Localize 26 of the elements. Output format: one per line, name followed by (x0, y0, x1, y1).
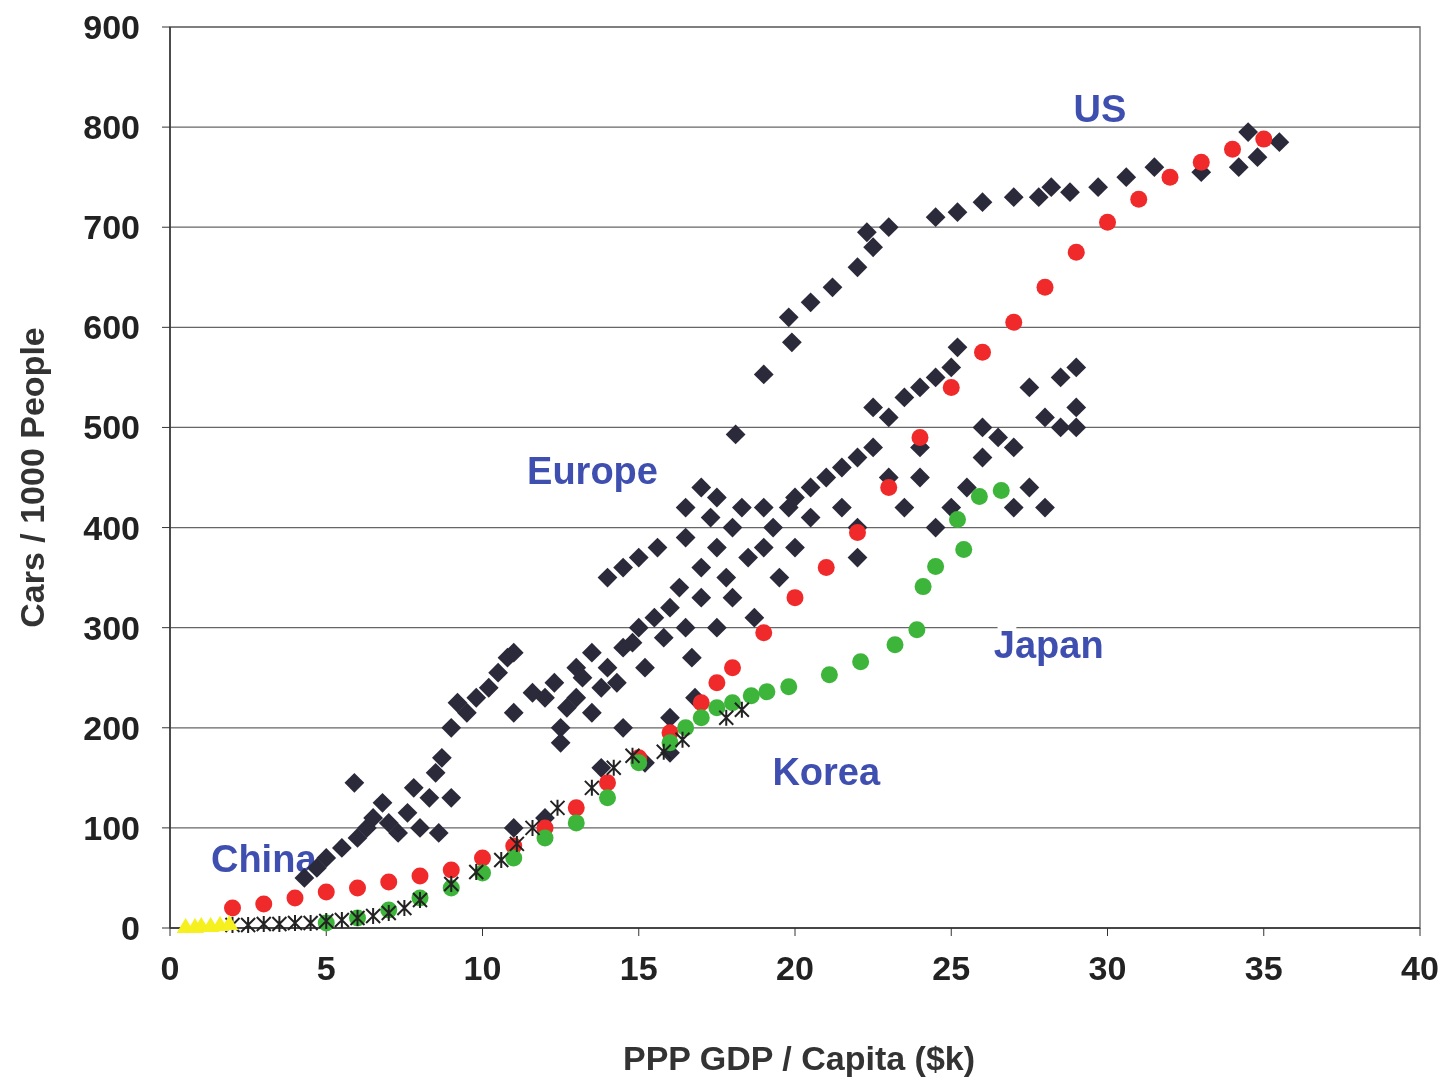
annotation: Korea (772, 751, 881, 794)
x-tick-label: 10 (463, 949, 502, 987)
annotation: Japan (993, 624, 1104, 667)
x-tick-label: 25 (932, 949, 971, 987)
x-axis-title: PPP GDP / Capita ($k) (622, 1039, 976, 1077)
x-tick-label: 20 (776, 949, 814, 987)
y-tick-label: 900 (83, 8, 140, 46)
y-tick-label: 300 (83, 608, 140, 647)
y-tick-label: 600 (83, 308, 140, 347)
x-tick-label: 15 (619, 949, 658, 987)
x-tick-label: 40 (1401, 949, 1439, 987)
y-axis-title: Cars / 1000 People (13, 327, 51, 628)
y-tick-label: 800 (83, 108, 140, 147)
y-tick-label: 0 (121, 909, 140, 947)
x-tick-label: 35 (1244, 949, 1283, 987)
annotation: US (1073, 87, 1127, 130)
y-tick-label: 200 (83, 708, 140, 747)
y-tick-label: 700 (83, 208, 140, 247)
annotation: Europe (527, 450, 658, 493)
annotation: China (210, 837, 318, 880)
x-tick-label: 0 (160, 949, 180, 987)
y-tick-label: 100 (83, 808, 140, 847)
y-tick-label: 400 (83, 508, 140, 547)
x-tick-label: 30 (1088, 949, 1127, 987)
x-tick-label: 5 (316, 949, 336, 987)
y-tick-label: 500 (83, 408, 140, 447)
